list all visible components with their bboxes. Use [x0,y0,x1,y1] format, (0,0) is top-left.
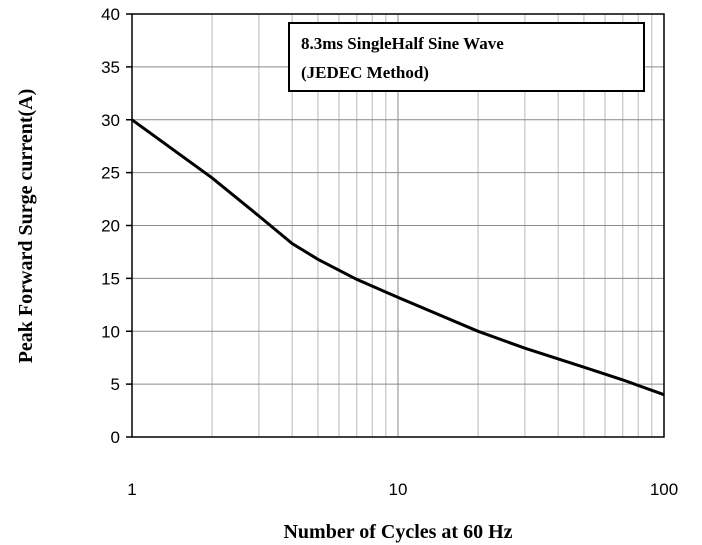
y-tick-label: 10 [101,322,120,341]
annotation-line-2: (JEDEC Method) [301,63,429,82]
y-axis-ticks: 0 5 10 15 20 25 30 35 40 [101,5,132,447]
x-tick-label: 1 [127,480,136,499]
y-tick-label: 0 [111,428,120,447]
annotation-line-1: 8.3ms SingleHalf Sine Wave [301,34,504,53]
x-tick-label: 100 [650,480,678,499]
y-tick-label: 35 [101,58,120,77]
series-line [131,118,665,397]
legend-box: 8.3ms SingleHalf Sine Wave (JEDEC Method… [288,22,645,92]
x-tick-label: 10 [389,480,408,499]
x-axis-ticks: 1 10 100 [127,480,678,499]
x-axis-title: Number of Cycles at 60 Hz [283,521,512,543]
y-axis-title: Peak Forward Surge current(A) [15,89,37,364]
y-tick-label: 20 [101,217,120,236]
y-tick-label: 15 [101,269,120,288]
legend-frame [288,22,645,92]
y-tick-label: 40 [101,5,120,24]
y-tick-label: 30 [101,111,120,130]
y-tick-label: 5 [111,375,120,394]
y-tick-label: 25 [101,164,120,183]
